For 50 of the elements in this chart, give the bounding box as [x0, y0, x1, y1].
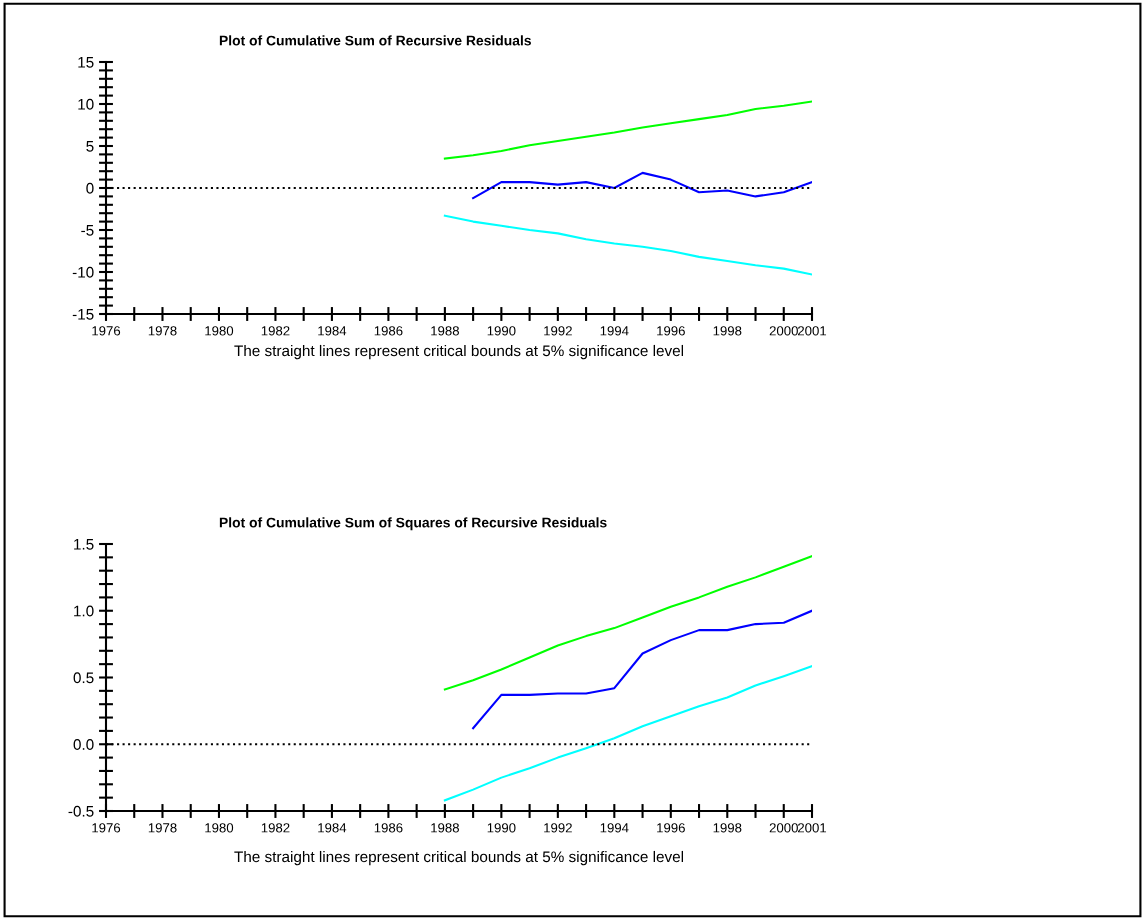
x-tick-label: 1996 [657, 326, 685, 336]
x-tick-label: 1976 [92, 823, 121, 833]
x-tick-label: 1996 [657, 823, 685, 833]
y-tick-label: -10 [72, 266, 94, 278]
x-tick-label: 1994 [600, 823, 629, 833]
chart-title: Plot of Cumulative Sum of Squares of Recursive Residuals [219, 517, 607, 531]
y-tick-label: 1.0 [74, 605, 94, 617]
x-tick-label: 1986 [374, 326, 403, 336]
x-tick-label: 1982 [261, 326, 290, 336]
x-tick-label: 2001 [797, 326, 827, 336]
line-series [443, 214, 812, 276]
y-tick-label: 0.0 [73, 739, 94, 750]
x-tick-label: 1984 [318, 823, 347, 833]
x-tick-label: 2000 [769, 326, 798, 336]
y-tick-label: -5 [81, 225, 94, 236]
chart-title: Plot of Cumulative Sum of Recursive Residuals [219, 35, 531, 46]
x-tick-label: 1978 [148, 326, 177, 336]
text: The straight lines represent critical bounds at 5% significance level [234, 344, 684, 360]
y-tick-label: 1.5 [74, 539, 94, 550]
x-tick-label: 1994 [600, 326, 629, 336]
x-tick-label: 1988 [431, 326, 459, 336]
x-tick-label: 1982 [261, 823, 290, 833]
x-tick-label: 1976 [92, 326, 121, 336]
x-tick-label: 1978 [148, 823, 177, 833]
line-series [472, 609, 812, 730]
x-tick-label: 1988 [431, 823, 459, 833]
x-tick-label: 2000 [769, 823, 798, 833]
line-series [443, 665, 812, 802]
line-series [443, 100, 812, 160]
x-tick-label: 1986 [374, 823, 403, 833]
x-tick-label: 1990 [487, 823, 516, 833]
y-tick-label: -15 [72, 309, 94, 320]
line-series [443, 554, 812, 691]
line-series [472, 171, 812, 200]
x-tick-label: 2001 [797, 823, 827, 833]
x-tick-label: 1980 [205, 326, 234, 336]
x-tick-label: 1984 [318, 326, 347, 336]
x-tick-label: 1992 [544, 326, 572, 336]
x-tick-label: 1980 [205, 823, 234, 833]
y-tick-label: 0.5 [73, 672, 94, 684]
y-tick-label: 5 [86, 141, 94, 152]
y-tick-label: 0 [86, 182, 94, 194]
x-tick-label: 1992 [544, 823, 572, 833]
x-tick-label: 1990 [487, 326, 516, 336]
x-tick-label: 1998 [713, 823, 742, 833]
text: The straight lines represent critical bounds at 5% significance level [234, 850, 684, 866]
y-tick-label: 10 [78, 98, 94, 110]
y-tick-label: 15 [78, 57, 94, 68]
y-tick-label: -0.5 [68, 805, 94, 817]
x-tick-label: 1998 [713, 326, 742, 336]
